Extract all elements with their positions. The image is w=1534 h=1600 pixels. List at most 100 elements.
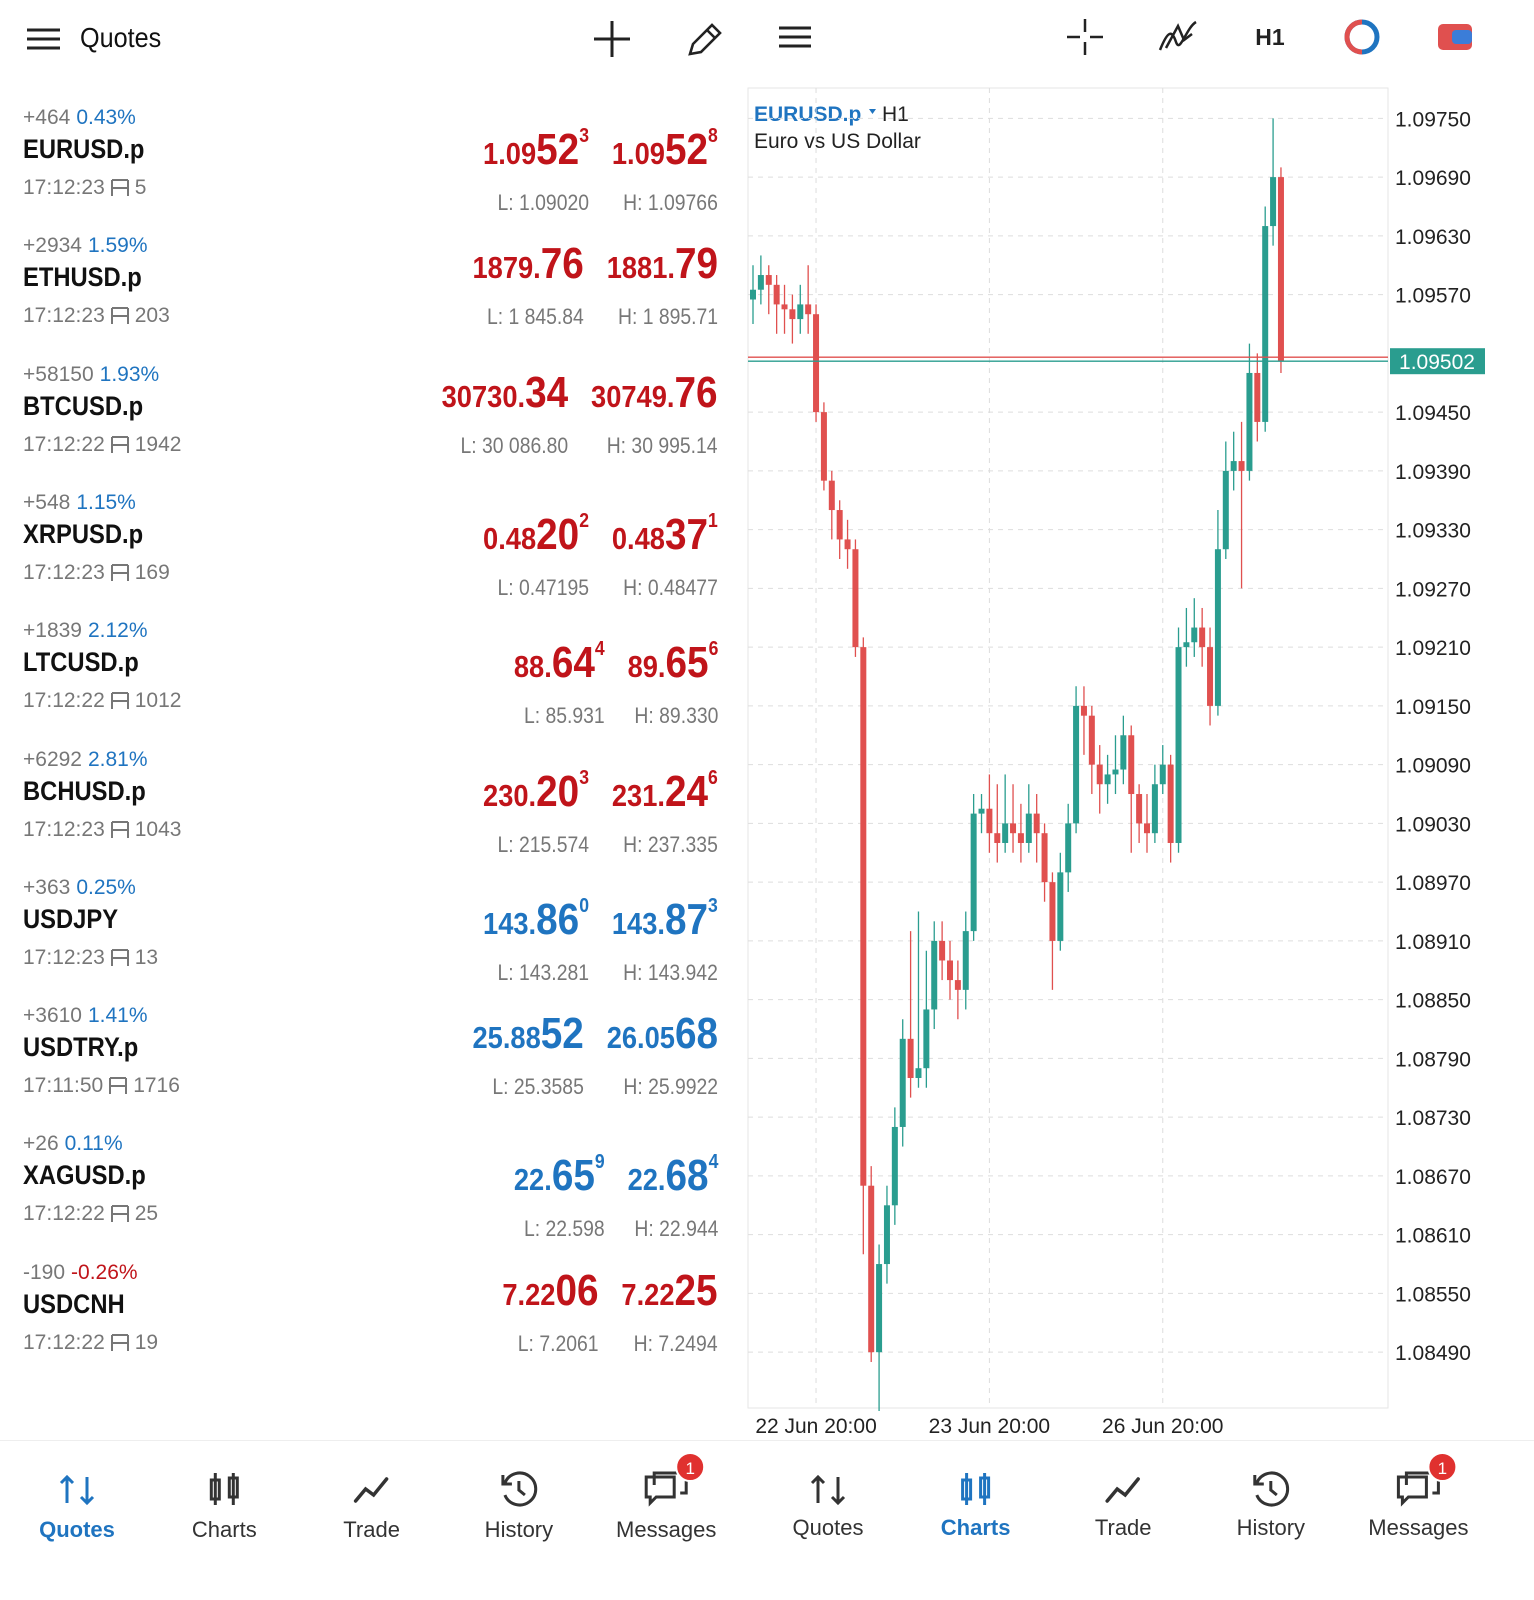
nav-item[interactable]: Trade bbox=[1095, 1477, 1152, 1540]
indicators-icon[interactable] bbox=[1158, 20, 1197, 51]
quote-row[interactable]: +2934 1.59% ETHUSD.p 17:12:23 203 1879.76 1881… bbox=[0, 228, 740, 356]
prices: 25.8852 26.0568 L: 25.3585 H: 25.9922 bbox=[472, 1006, 718, 1100]
nav-item[interactable]: History bbox=[485, 1471, 553, 1542]
trade-icon[interactable] bbox=[1344, 19, 1380, 55]
crosshair-icon[interactable] bbox=[1067, 19, 1103, 55]
spread-glyph bbox=[110, 948, 129, 966]
low-price: L: 30 086.80 bbox=[460, 432, 569, 458]
add-icon[interactable] bbox=[594, 21, 630, 57]
y-tick-label: 1.09690 bbox=[1395, 167, 1471, 190]
timeframe-button[interactable]: H1 bbox=[1255, 24, 1285, 50]
change-line: +548 1.15% bbox=[23, 491, 136, 515]
spread: 1012 bbox=[134, 689, 182, 713]
bottom-nav: Quotes Charts Trade History Messages 1 bbox=[748, 1440, 1534, 1600]
bid-part: 34 bbox=[525, 367, 569, 417]
quote-row[interactable]: +58150 1.93% BTCUSD.p 17:12:22 1942 30730.34 3… bbox=[0, 357, 740, 485]
candle-body bbox=[1065, 823, 1072, 873]
plot-border bbox=[747, 87, 1389, 1409]
spread: 1716 bbox=[133, 1074, 180, 1098]
nav-item[interactable]: Quotes bbox=[39, 1474, 115, 1542]
candle-body bbox=[750, 289, 756, 300]
spread: 169 bbox=[134, 560, 170, 584]
y-tick-label: 1.09390 bbox=[1395, 461, 1471, 484]
ask-part: 3 bbox=[708, 894, 718, 917]
quote-row[interactable]: +464 0.43% EURUSD.p 17:12:23 5 1.09523 1.09528… bbox=[0, 100, 740, 228]
nav-item[interactable]: Quotes bbox=[793, 1474, 864, 1540]
quote-row[interactable]: +3610 1.41% USDTRY.p 17:11:50 1716 25.8852 26.… bbox=[0, 998, 740, 1126]
change-points: +3610 bbox=[23, 1004, 82, 1028]
candle-body bbox=[1167, 764, 1174, 843]
nav-bar: Quotes Charts Trade History Messages 1 bbox=[39, 1452, 716, 1542]
quotes-panel: Quotes +464 0.43% EURUSD.p 17:12:23 5 1.09523… bbox=[0, 0, 740, 1440]
bid-part: 0.48 bbox=[483, 520, 537, 556]
price-label-bg bbox=[1390, 348, 1485, 375]
prices: 0.48202 0.48371 L: 0.47195 H: 0.48477 bbox=[483, 493, 718, 601]
nav-label: Messages bbox=[1368, 1515, 1468, 1540]
quote-row[interactable]: +26 0.11% XAGUSD.p 17:12:22 25 22.659 22.684 L:… bbox=[0, 1126, 740, 1254]
low-price: L: 1.09020 bbox=[497, 190, 590, 215]
spread-icon bbox=[109, 1077, 128, 1095]
time-line: 17:12:23 13 bbox=[23, 946, 158, 970]
ask-part: 143. bbox=[612, 905, 666, 941]
candle-body bbox=[1191, 627, 1198, 643]
candle-body bbox=[899, 1038, 906, 1127]
edit-icon[interactable] bbox=[688, 23, 722, 56]
spread-icon bbox=[110, 820, 129, 838]
low-price: L: 143.281 bbox=[497, 959, 590, 985]
change-line: +464 0.43% bbox=[23, 106, 136, 130]
bid-price: 22.659 bbox=[514, 1134, 605, 1214]
nav-item[interactable]: Messages 1 bbox=[1368, 1452, 1469, 1540]
candle-body bbox=[939, 940, 946, 961]
nav-label: Quotes bbox=[39, 1517, 115, 1542]
symbol-dropdown[interactable] bbox=[869, 109, 876, 114]
bid-part: 3 bbox=[579, 766, 590, 789]
change-points: +58150 bbox=[23, 362, 94, 386]
change-line: +6292 2.81% bbox=[23, 748, 148, 772]
candle-body bbox=[931, 940, 938, 1010]
quote-row[interactable]: -190 -0.26% USDCNH 17:12:22 19 7.2206 7.2225 L:… bbox=[0, 1255, 740, 1383]
candle-body bbox=[947, 960, 953, 981]
bid-part: 64 bbox=[551, 638, 595, 688]
spread-glyph bbox=[110, 692, 129, 710]
ask-price: 1.09528 bbox=[612, 108, 718, 188]
quote-time: 17:12:22 bbox=[23, 689, 105, 713]
spread-icon bbox=[110, 1333, 129, 1351]
candle-body bbox=[986, 808, 993, 834]
prices: 22.659 22.684 L: 22.598 H: 22.944 bbox=[514, 1134, 718, 1242]
candle-body bbox=[883, 1205, 890, 1265]
y-tick-label: 1.09330 bbox=[1395, 520, 1471, 543]
nav-icon bbox=[1105, 1477, 1140, 1503]
menu-icon[interactable] bbox=[779, 26, 811, 48]
quote-row[interactable]: +6292 2.81% BCHUSD.p 17:12:23 1043 230.203 231… bbox=[0, 742, 740, 870]
symbol: USDCNH bbox=[23, 1288, 125, 1319]
menu-icon[interactable] bbox=[27, 28, 60, 50]
quote-row[interactable]: +548 1.15% XRPUSD.p 17:12:23 169 0.48202 0.483… bbox=[0, 485, 740, 613]
bid-part: 20 bbox=[536, 509, 580, 559]
change-line: +2934 1.59% bbox=[23, 234, 148, 258]
change-points: +464 bbox=[23, 106, 71, 129]
y-tick-label: 1.09210 bbox=[1395, 637, 1471, 660]
change-percent: 0.11% bbox=[64, 1132, 123, 1156]
high-price: H: 0.48477 bbox=[623, 574, 718, 600]
prices: 143.860 143.873 L: 143.281 H: 143.942 bbox=[483, 878, 718, 986]
candle-body bbox=[828, 480, 835, 511]
nav-item[interactable]: Messages 1 bbox=[616, 1452, 716, 1542]
account-icon[interactable] bbox=[1438, 24, 1472, 50]
quote-row[interactable]: +1839 2.12% LTCUSD.p 17:12:22 1012 88.644 89.6… bbox=[0, 613, 740, 741]
ask-price: 7.2225 bbox=[622, 1263, 718, 1329]
nav-item[interactable]: Trade bbox=[343, 1477, 400, 1542]
bid-part: 06 bbox=[555, 1265, 599, 1315]
ask-price: 30749.76 bbox=[591, 365, 718, 431]
bid-price: 88.644 bbox=[514, 621, 605, 701]
nav-item[interactable]: Charts bbox=[941, 1473, 1011, 1540]
y-tick-label: 1.08790 bbox=[1395, 1048, 1471, 1071]
spread-icon bbox=[110, 948, 129, 966]
candle-body bbox=[1010, 823, 1017, 834]
nav-item[interactable]: History bbox=[1237, 1471, 1305, 1540]
change-points: +26 bbox=[23, 1132, 59, 1156]
nav-item[interactable]: Charts bbox=[192, 1473, 257, 1542]
candle-body bbox=[1096, 764, 1103, 785]
candle-body bbox=[868, 1185, 875, 1353]
low-price: L: 25.3585 bbox=[492, 1074, 584, 1100]
quote-row[interactable]: +363 0.25% USDJPY 17:12:23 13 143.860 143.873 L… bbox=[0, 870, 740, 998]
